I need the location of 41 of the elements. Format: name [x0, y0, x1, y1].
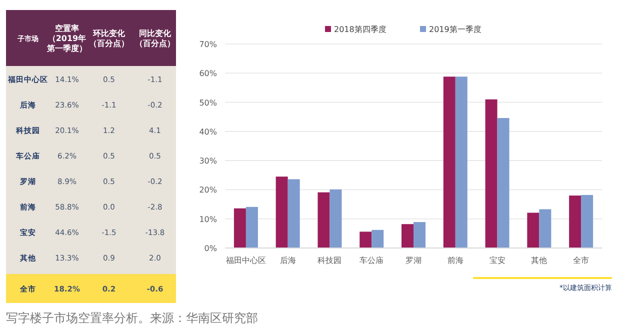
bar — [234, 208, 246, 248]
y-tick-label: 50% — [199, 98, 218, 108]
bar — [581, 194, 594, 248]
bar — [276, 176, 288, 248]
y-tick-label: 70% — [199, 40, 218, 49]
y-tick-label: 40% — [199, 127, 218, 136]
y-tick-label: 0% — [204, 244, 218, 253]
bar — [569, 196, 582, 248]
category-label: 空置率（2019年第一季度） — [46, 23, 87, 53]
bar — [330, 189, 342, 248]
bar — [402, 224, 414, 248]
bar — [443, 76, 456, 248]
y-tick-label: 10% — [199, 214, 218, 224]
x-tick-label: 后海 — [280, 256, 296, 265]
text: 写字楼子市场空置率分析。来源：华南区研究部 — [6, 311, 258, 325]
bar — [360, 232, 372, 248]
bar — [246, 206, 258, 248]
legend-label: 2018第四季度 — [334, 25, 386, 34]
x-tick-label: 车公庙 — [360, 256, 384, 265]
bar — [414, 222, 426, 248]
bar — [318, 192, 330, 248]
legend-label: 2019第一季度 — [429, 25, 482, 34]
bar — [372, 230, 384, 248]
y-tick-label: 60% — [199, 69, 218, 78]
x-tick-label: 科技园 — [318, 256, 342, 265]
bar — [455, 76, 468, 248]
category-label: 同比变化（百分点） — [135, 28, 175, 48]
bar — [288, 179, 300, 248]
x-tick-label: 福田中心区 — [226, 256, 266, 265]
x-tick-label: 前海 — [447, 256, 464, 265]
x-tick-label: 宝安 — [489, 256, 506, 265]
category-label: 环比变化（百分点） — [89, 28, 129, 48]
x-tick-label: 罗湖 — [406, 256, 422, 265]
bar — [485, 99, 498, 248]
bar — [527, 212, 540, 248]
y-tick-label: 20% — [199, 186, 218, 195]
bar — [497, 118, 510, 248]
y-tick-label: 30% — [199, 156, 218, 166]
bar — [539, 209, 552, 248]
x-tick-label: 全市 — [573, 256, 590, 265]
x-tick-label: 其他 — [531, 256, 548, 265]
